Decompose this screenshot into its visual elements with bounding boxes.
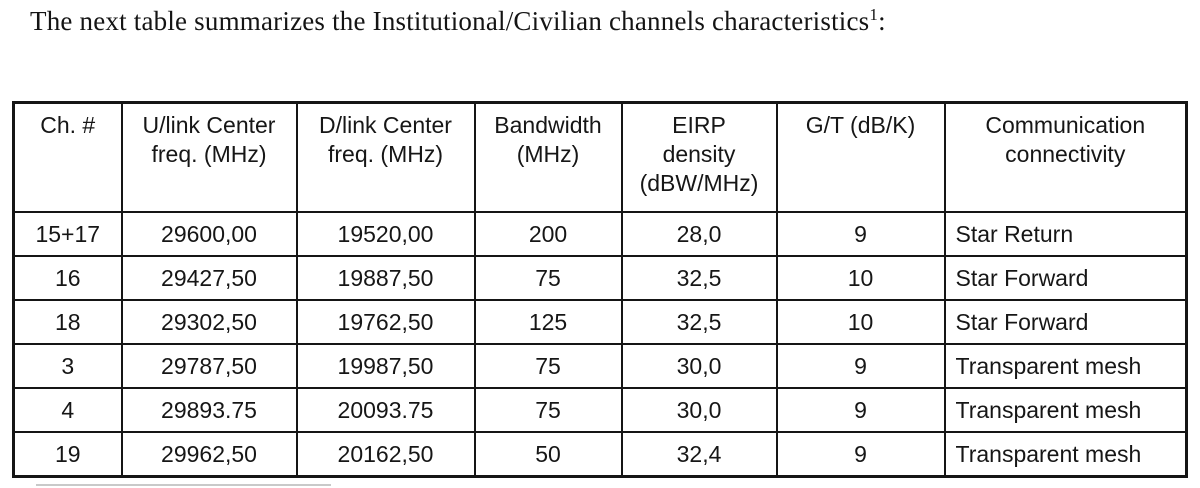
- cell-ulink-freq: 29962,50: [120, 431, 298, 478]
- cell-gt: 10: [775, 299, 946, 345]
- cell-connectivity: Star Forward: [943, 299, 1188, 345]
- page-title: The next table summarizes the Institutio…: [30, 6, 886, 37]
- cell-dlink-freq: 19987,50: [295, 343, 476, 389]
- page-title-text: The next table summarizes the Institutio…: [30, 6, 870, 36]
- cell-ulink-freq: 29302,50: [120, 299, 298, 345]
- cell-eirp-density: 32,4: [620, 431, 778, 478]
- footnote-separator-rule: [36, 484, 331, 486]
- cell-bandwidth: 125: [473, 299, 623, 345]
- cell-gt: 9: [775, 343, 946, 389]
- cell-ch-number: 16: [12, 255, 123, 301]
- table-row: 16 29427,50 19887,50 75 32,5 10 Star For…: [12, 255, 1188, 301]
- cell-gt: 9: [775, 211, 946, 257]
- table-body: 15+17 29600,00 19520,00 200 28,0 9 Star …: [12, 211, 1188, 478]
- cell-dlink-freq: 19762,50: [295, 299, 476, 345]
- cell-connectivity: Star Forward: [943, 255, 1188, 301]
- cell-ulink-freq: 29427,50: [120, 255, 298, 301]
- cell-ch-number: 3: [12, 343, 123, 389]
- cell-dlink-freq: 19887,50: [295, 255, 476, 301]
- cell-connectivity: Star Return: [943, 211, 1188, 257]
- cell-eirp-density: 30,0: [620, 343, 778, 389]
- table-row: 18 29302,50 19762,50 125 32,5 10 Star Fo…: [12, 299, 1188, 345]
- cell-bandwidth: 75: [473, 255, 623, 301]
- header-dlink-center-freq: D/link Center freq. (MHz): [295, 101, 476, 213]
- cell-ch-number: 19: [12, 431, 123, 478]
- footnote-marker: 1: [869, 5, 879, 24]
- cell-dlink-freq: 19520,00: [295, 211, 476, 257]
- cell-eirp-density: 30,0: [620, 387, 778, 433]
- cell-eirp-density: 32,5: [620, 255, 778, 301]
- header-ch-number: Ch. #: [12, 101, 123, 213]
- header-communication-connectivity: Communication connectivity: [943, 101, 1188, 213]
- cell-ch-number: 15+17: [12, 211, 123, 257]
- cell-bandwidth: 75: [473, 387, 623, 433]
- table-row: 15+17 29600,00 19520,00 200 28,0 9 Star …: [12, 211, 1188, 257]
- cell-ulink-freq: 29600,00: [120, 211, 298, 257]
- cell-bandwidth: 50: [473, 431, 623, 478]
- cell-ch-number: 4: [12, 387, 123, 433]
- cell-dlink-freq: 20093.75: [295, 387, 476, 433]
- cell-ulink-freq: 29787,50: [120, 343, 298, 389]
- cell-gt: 9: [775, 431, 946, 478]
- header-gt: G/T (dB/K): [775, 101, 946, 213]
- table-header: Ch. # U/link Center freq. (MHz) D/link C…: [12, 101, 1188, 213]
- cell-connectivity: Transparent mesh: [943, 431, 1188, 478]
- cell-ch-number: 18: [12, 299, 123, 345]
- cell-connectivity: Transparent mesh: [943, 387, 1188, 433]
- cell-ulink-freq: 29893.75: [120, 387, 298, 433]
- cell-bandwidth: 200: [473, 211, 623, 257]
- table-row: 3 29787,50 19987,50 75 30,0 9 Transparen…: [12, 343, 1188, 389]
- header-ulink-center-freq: U/link Center freq. (MHz): [120, 101, 298, 213]
- table-row: 4 29893.75 20093.75 75 30,0 9 Transparen…: [12, 387, 1188, 433]
- cell-gt: 9: [775, 387, 946, 433]
- cell-gt: 10: [775, 255, 946, 301]
- cell-eirp-density: 28,0: [620, 211, 778, 257]
- table-row: 19 29962,50 20162,50 50 32,4 9 Transpare…: [12, 431, 1188, 478]
- page-title-colon: :: [878, 6, 886, 36]
- channels-table: Ch. # U/link Center freq. (MHz) D/link C…: [12, 101, 1188, 478]
- cell-bandwidth: 75: [473, 343, 623, 389]
- cell-connectivity: Transparent mesh: [943, 343, 1188, 389]
- cell-dlink-freq: 20162,50: [295, 431, 476, 478]
- header-row: Ch. # U/link Center freq. (MHz) D/link C…: [12, 101, 1188, 213]
- header-eirp-density: EIRP density (dBW/MHz): [620, 101, 778, 213]
- header-bandwidth: Bandwidth (MHz): [473, 101, 623, 213]
- cell-eirp-density: 32,5: [620, 299, 778, 345]
